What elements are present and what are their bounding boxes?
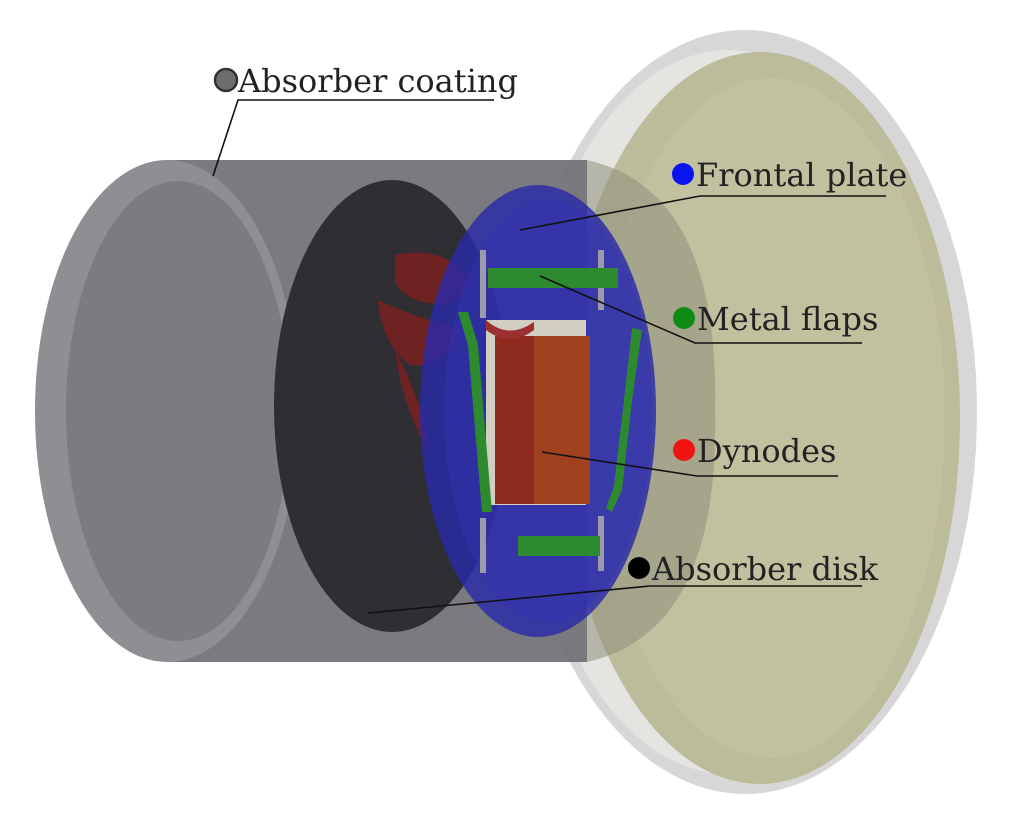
absorber-coating-marker <box>213 67 239 93</box>
label-frontal-plate: Frontal plate <box>672 156 907 194</box>
dynode-block <box>486 320 590 505</box>
absorber-disk-marker <box>628 557 650 579</box>
label-dynodes: Dynodes <box>673 432 836 470</box>
leader-absorber-disk <box>367 585 862 614</box>
frontal-plate-marker <box>672 163 694 185</box>
leader-dynodes <box>541 451 838 477</box>
leader-absorber-coating <box>212 99 494 177</box>
frontal-plate-label: Frontal plate <box>696 156 907 194</box>
metal-flaps-shapes <box>458 268 642 556</box>
leader-metal-flaps <box>539 275 862 344</box>
label-absorber-coating: Absorber coating <box>213 62 518 100</box>
absorber-coating-label: Absorber coating <box>237 62 518 100</box>
absorber-disk-label: Absorber disk <box>651 550 879 588</box>
dynodes-marker <box>673 439 695 461</box>
dynodes-label: Dynodes <box>697 432 836 470</box>
metal-flaps-label: Metal flaps <box>697 300 878 338</box>
leader-frontal-plate <box>519 195 886 231</box>
label-metal-flaps: Metal flaps <box>673 300 878 338</box>
leader-lines <box>212 99 886 614</box>
label-absorber-disk: Absorber disk <box>628 550 879 588</box>
metal-flaps-marker <box>673 307 695 329</box>
